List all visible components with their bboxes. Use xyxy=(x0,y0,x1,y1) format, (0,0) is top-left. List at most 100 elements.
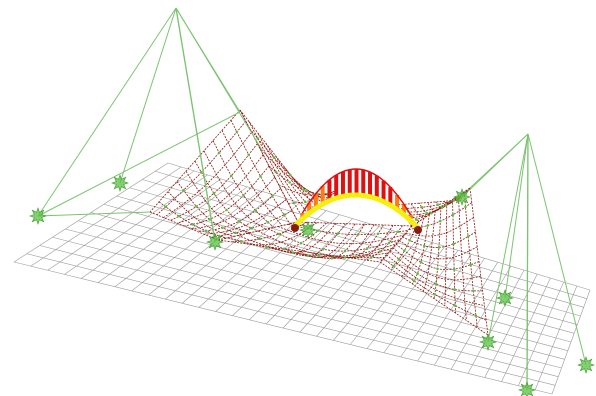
mast-left xyxy=(175,7,216,243)
net-strand xyxy=(292,177,329,199)
net-node xyxy=(288,181,291,184)
net-strand xyxy=(403,193,466,216)
arch-beam xyxy=(292,192,421,231)
net-node xyxy=(277,232,281,236)
net-node xyxy=(472,289,475,293)
guy-cable xyxy=(487,133,529,343)
net-strand xyxy=(221,130,283,226)
net-node xyxy=(239,239,243,243)
net-node xyxy=(316,229,320,232)
net-node xyxy=(274,170,278,174)
net-strand xyxy=(312,224,365,259)
net-node xyxy=(454,304,457,308)
net-node xyxy=(164,205,167,209)
grid-line xyxy=(78,220,568,351)
net-node xyxy=(321,247,325,251)
net-strand xyxy=(463,191,478,328)
arch-crown xyxy=(301,168,412,216)
net-node xyxy=(444,203,448,207)
net-strand xyxy=(397,197,462,209)
net-node xyxy=(452,267,456,271)
net-strand xyxy=(203,150,267,230)
net-node xyxy=(266,220,270,224)
net-strand xyxy=(379,261,489,336)
support-star-icon xyxy=(206,233,224,251)
masts xyxy=(175,7,529,391)
net-node xyxy=(299,241,303,245)
central-arch xyxy=(291,168,422,234)
mast-right xyxy=(526,133,529,391)
guy-cable xyxy=(37,7,177,217)
membrane-cable-net xyxy=(149,109,489,336)
net-strand xyxy=(239,109,299,223)
guy-cable xyxy=(37,111,241,217)
net-node xyxy=(282,247,286,251)
net-node xyxy=(439,219,442,223)
net-node xyxy=(451,213,455,217)
net-node xyxy=(265,246,269,249)
net-node xyxy=(256,137,260,140)
net-node xyxy=(247,153,250,157)
net-strand xyxy=(267,228,401,252)
net-strand xyxy=(190,176,276,230)
net-node xyxy=(369,256,373,259)
net-node xyxy=(426,224,430,227)
net-strand xyxy=(259,147,320,198)
net-node xyxy=(258,237,262,241)
net-node xyxy=(412,279,416,283)
net-node xyxy=(212,192,216,195)
net-strand xyxy=(386,254,485,306)
net-strand xyxy=(268,165,325,196)
net-strand xyxy=(247,232,393,259)
net-node xyxy=(235,130,239,134)
net-node xyxy=(259,175,262,178)
net-node xyxy=(306,254,310,257)
net-node xyxy=(336,232,340,235)
net-strand xyxy=(366,225,403,261)
net-node xyxy=(425,211,428,215)
grid-line xyxy=(26,253,556,386)
net-node xyxy=(415,218,418,221)
net-strand xyxy=(204,199,287,235)
grid-line xyxy=(167,162,591,291)
support-star-icon xyxy=(496,289,514,307)
net-strand xyxy=(339,224,384,259)
net-node xyxy=(452,242,455,246)
net-strand xyxy=(211,210,293,238)
net-strand xyxy=(265,143,314,211)
net-strand xyxy=(394,199,461,206)
net-node xyxy=(303,200,307,204)
support-star-icon xyxy=(299,221,317,239)
grid-line xyxy=(90,212,572,343)
net-node xyxy=(343,249,347,253)
net-node xyxy=(182,188,185,192)
net-node xyxy=(396,230,400,234)
net-strand xyxy=(325,224,375,259)
support-star-icon xyxy=(479,333,497,351)
anchor-supports xyxy=(29,174,595,396)
net-node xyxy=(302,188,305,191)
support-star-icon xyxy=(518,381,536,396)
net-node xyxy=(204,229,208,233)
net-strand xyxy=(309,189,339,201)
net-strand xyxy=(149,211,219,241)
support-star-icon xyxy=(577,356,595,374)
net-node xyxy=(433,292,437,296)
net-strand xyxy=(177,154,264,224)
guy-cable xyxy=(504,133,529,299)
net-node xyxy=(191,223,194,226)
net-node xyxy=(305,189,308,193)
net-node xyxy=(292,201,296,205)
net-strand xyxy=(469,187,489,336)
net-node xyxy=(466,235,470,238)
arch-foot xyxy=(291,224,299,232)
net-node xyxy=(291,251,295,254)
net-node xyxy=(430,211,433,215)
grid-line xyxy=(65,228,565,360)
net-node xyxy=(403,249,406,252)
net-node xyxy=(272,156,276,159)
net-node xyxy=(420,206,424,209)
net-node xyxy=(200,171,203,174)
